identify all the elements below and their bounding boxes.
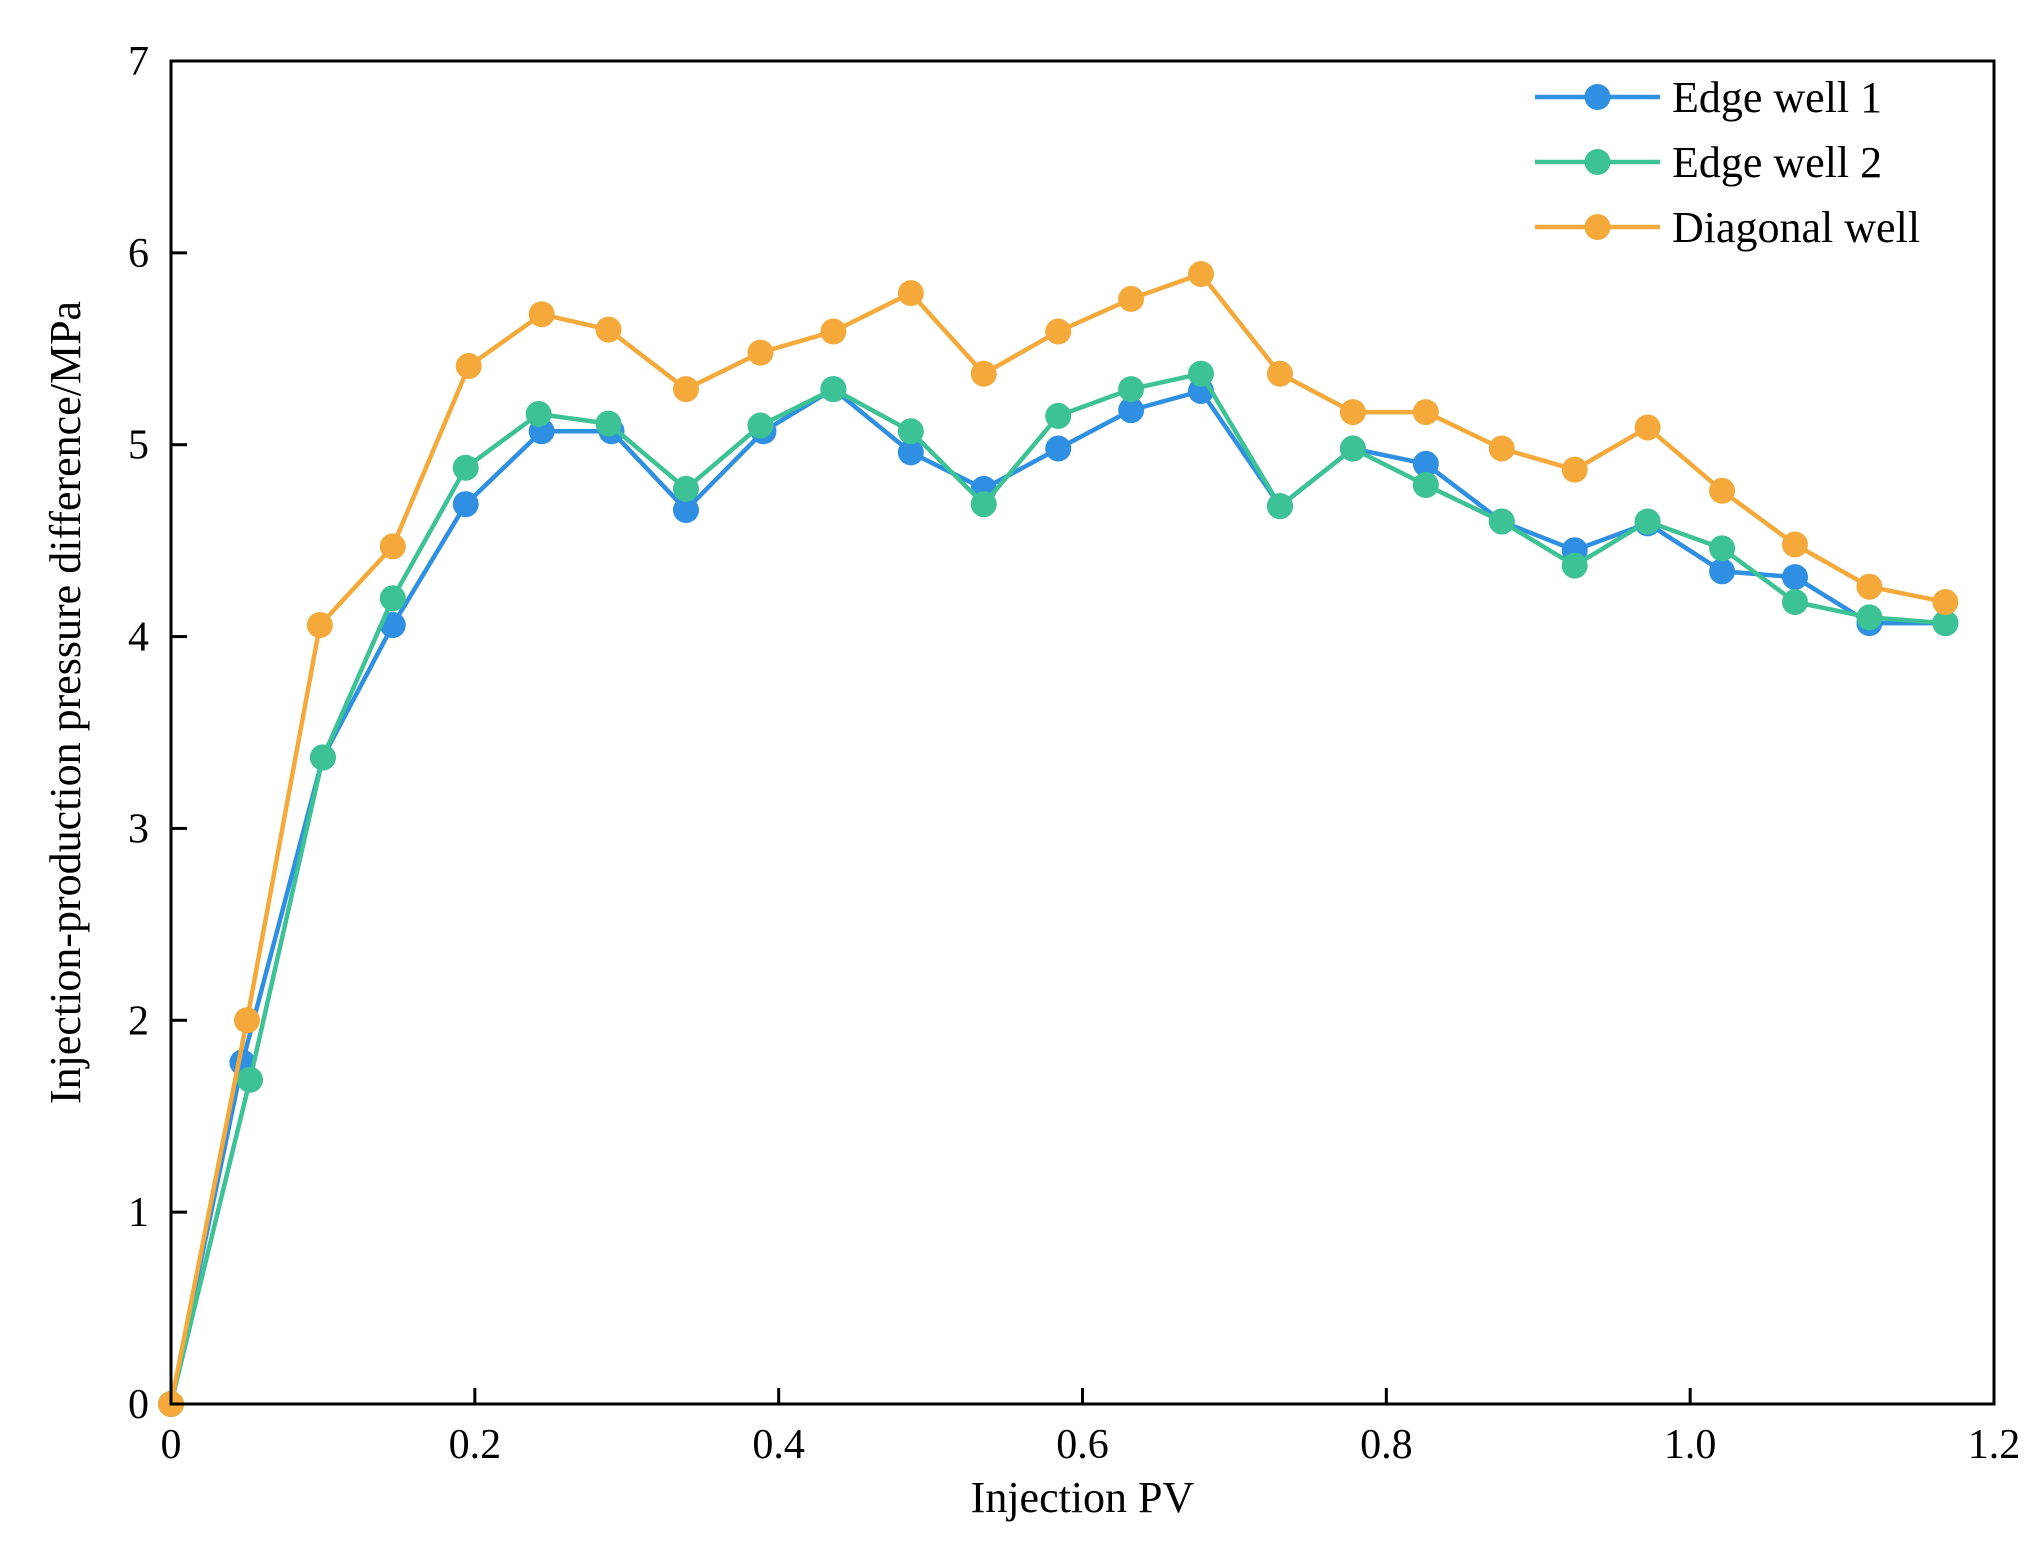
data-point (1266, 360, 1293, 387)
x-tick-label: 0.4 (752, 1422, 805, 1468)
data-point (1634, 508, 1661, 535)
y-tick-label: 2 (128, 998, 149, 1044)
data-point (1781, 564, 1808, 591)
x-tick-label: 0 (161, 1422, 182, 1468)
data-point (820, 318, 847, 345)
x-tick-label: 1.0 (1664, 1422, 1717, 1468)
data-point (1045, 435, 1072, 462)
data-point (897, 439, 924, 466)
data-point (1634, 414, 1661, 441)
x-tick-label: 0.2 (449, 1422, 502, 1468)
data-point (452, 454, 479, 481)
data-point (595, 316, 622, 343)
data-point (1561, 456, 1588, 483)
series-layer (158, 260, 1959, 1417)
data-point (1412, 450, 1439, 477)
data-point (672, 475, 699, 502)
y-axis: 0 1 2 3 4 5 6 7 (128, 39, 187, 1428)
legend: Edge well 1 Edge well 2 Diagonal well (1535, 73, 1920, 252)
legend-item: Edge well 2 (1535, 138, 1882, 187)
data-point (1856, 573, 1883, 600)
data-point (1781, 589, 1808, 616)
data-point (1118, 285, 1145, 312)
legend-label: Edge well 2 (1672, 138, 1882, 187)
data-point (1781, 531, 1808, 558)
x-axis-title: Injection PV (971, 1473, 1195, 1522)
y-tick-label: 5 (128, 423, 149, 469)
data-point (672, 376, 699, 403)
data-point (528, 301, 555, 328)
data-point (1339, 399, 1366, 426)
data-point (820, 376, 847, 403)
y-tick-label: 0 (128, 1382, 149, 1428)
data-point (309, 744, 336, 771)
data-point (1045, 402, 1072, 429)
data-point (1709, 535, 1736, 562)
data-point (1045, 318, 1072, 345)
data-point (1561, 552, 1588, 579)
data-point (595, 410, 622, 437)
data-point (1339, 435, 1366, 462)
data-point (1187, 360, 1214, 387)
series-diagonal-well (158, 260, 1959, 1417)
data-point (1412, 399, 1439, 426)
data-point (672, 496, 699, 523)
data-point (1412, 472, 1439, 499)
x-tick-label: 0.6 (1056, 1422, 1109, 1468)
legend-item: Diagonal well (1535, 203, 1920, 252)
data-point (1118, 376, 1145, 403)
legend-label: Edge well 1 (1672, 73, 1882, 122)
data-point (970, 360, 997, 387)
data-point (1488, 435, 1515, 462)
legend-item: Edge well 1 (1535, 73, 1882, 122)
legend-label: Diagonal well (1672, 203, 1920, 252)
data-point (1709, 477, 1736, 504)
x-tick-label: 1.2 (1968, 1422, 2021, 1468)
x-axis: 0 0.2 0.4 0.6 0.8 1.0 1.2 (161, 1388, 2021, 1468)
data-point (455, 353, 482, 380)
data-point (525, 401, 552, 428)
data-point (379, 533, 406, 560)
data-point (1187, 260, 1214, 287)
data-point (379, 585, 406, 612)
data-point (306, 612, 333, 639)
y-axis-title: Injection-production pressure difference… (41, 301, 90, 1104)
data-point (747, 412, 774, 439)
data-point (1266, 493, 1293, 520)
data-point (970, 491, 997, 518)
legend-marker (1584, 84, 1611, 110)
data-point (1488, 508, 1515, 535)
data-point (236, 1066, 263, 1093)
legend-marker (1584, 149, 1611, 175)
data-point (1932, 610, 1959, 637)
data-point (1709, 558, 1736, 585)
data-point (233, 1007, 260, 1034)
data-point (1118, 397, 1145, 424)
data-point (1932, 589, 1959, 616)
y-tick-label: 1 (128, 1190, 149, 1236)
legend-marker (1584, 214, 1611, 240)
data-point (452, 491, 479, 518)
y-tick-label: 7 (128, 39, 149, 85)
data-point (747, 339, 774, 366)
y-tick-label: 4 (128, 615, 149, 661)
data-point (897, 418, 924, 445)
x-tick-label: 0.8 (1360, 1422, 1413, 1468)
y-tick-label: 6 (128, 231, 149, 277)
y-tick-label: 3 (128, 806, 149, 852)
data-point (897, 280, 924, 307)
data-point (1856, 604, 1883, 631)
